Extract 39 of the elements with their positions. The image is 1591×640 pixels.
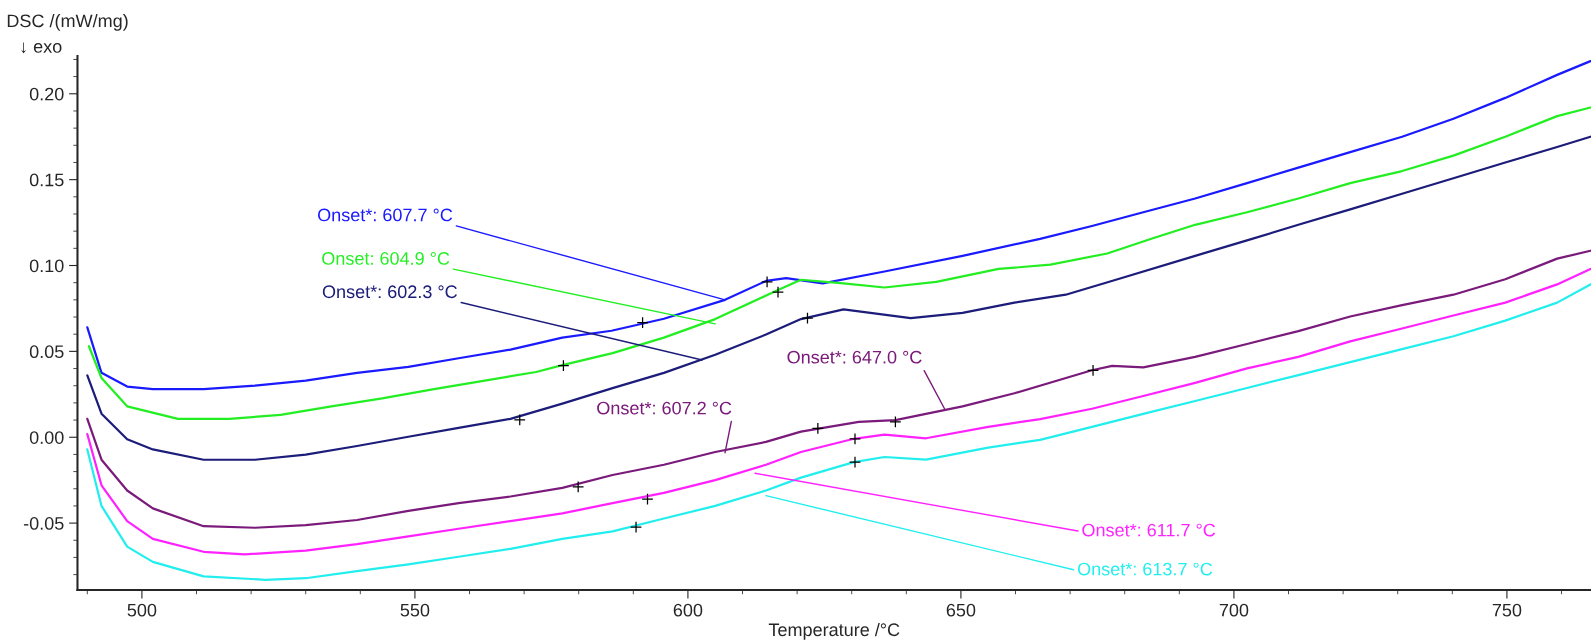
point: [572, 480, 585, 493]
annotation: Onset*: 647.0 °C: [787, 350, 922, 364]
y-tick-label: 0.15: [29, 173, 64, 187]
point: [636, 316, 649, 329]
annotation: Onset*: 607.2 °C: [597, 401, 732, 415]
point: [889, 415, 902, 428]
y-tick-label: 0.00: [29, 431, 64, 444]
annotation: Onset*: 607.7 °C: [317, 208, 453, 222]
x-tick-label: 700: [1219, 603, 1249, 617]
y-axis-title: DSC /(mW/mg): [7, 13, 128, 31]
point: [630, 521, 643, 534]
point: [761, 275, 774, 288]
annotation: Onset*: 613.7 °C: [1077, 562, 1213, 576]
point: [557, 359, 570, 372]
point: [848, 432, 861, 445]
point: [513, 413, 526, 426]
x-axis-title: Temperature /°C: [768, 622, 900, 640]
text: ↓ exo: [21, 42, 62, 54]
y-tick-label: 0.20: [29, 87, 64, 101]
x-tick-label: 500: [127, 603, 157, 617]
point: [641, 493, 654, 506]
line-series: [86, 135, 1591, 461]
point: [771, 286, 785, 299]
y-tick-label: 0.10: [29, 259, 64, 273]
line-series: [86, 60, 1591, 391]
point: [801, 312, 814, 325]
x-tick-label: 650: [946, 603, 976, 617]
annotation: Onset*: 602.3 °C: [322, 285, 457, 299]
annotation: Onset: 604.9 °C: [322, 252, 450, 265]
x-tick-label: 550: [400, 603, 430, 617]
y-tick-label: 0.05: [29, 345, 64, 359]
y-tick-label: -0.05: [23, 517, 64, 530]
x-tick-label: 600: [673, 603, 703, 617]
point: [1087, 364, 1100, 377]
annotation: Onset*: 611.7 °C: [1082, 523, 1216, 537]
point: [848, 456, 861, 469]
line-series: [87, 106, 1591, 420]
point: [811, 422, 824, 435]
x-tick-label: 750: [1492, 603, 1522, 617]
